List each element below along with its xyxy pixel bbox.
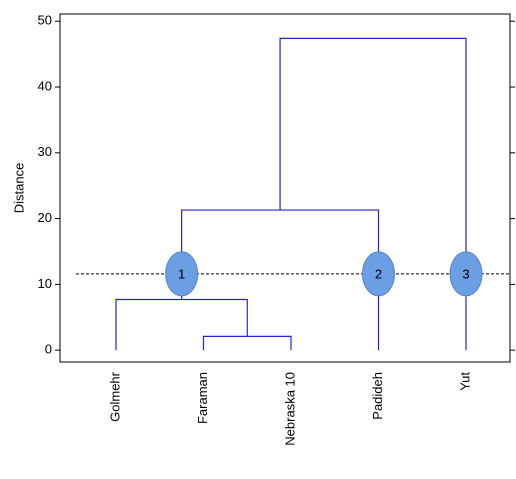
leaf-label: Yut	[457, 372, 472, 391]
y-tick-label: 20	[38, 210, 52, 225]
leaf-label: Faraman	[195, 372, 210, 424]
dendrogram-link	[202, 335, 292, 351]
dendrogram-link	[279, 37, 467, 351]
dendrogram-link	[181, 209, 380, 351]
y-axis-label: Distance	[11, 163, 26, 214]
y-tick-label: 30	[38, 144, 52, 159]
cluster-label: 3	[462, 266, 469, 281]
cluster-marker	[362, 251, 395, 297]
cluster-label: 1	[178, 266, 185, 281]
y-tick-label: 0	[45, 342, 52, 357]
y-tick-label: 10	[38, 276, 52, 291]
dendrogram-link	[115, 298, 248, 351]
cluster-marker	[165, 251, 199, 297]
y-tick-label: 40	[38, 78, 52, 93]
plot-frame	[59, 13, 511, 363]
cluster-label: 2	[375, 266, 382, 281]
y-tick-label: 50	[38, 13, 52, 28]
leaf-label: Golmehr	[107, 371, 122, 422]
leaf-label: Padideh	[370, 372, 385, 420]
leaf-label: Nebraska 10	[282, 372, 297, 446]
cluster-marker	[449, 251, 483, 297]
